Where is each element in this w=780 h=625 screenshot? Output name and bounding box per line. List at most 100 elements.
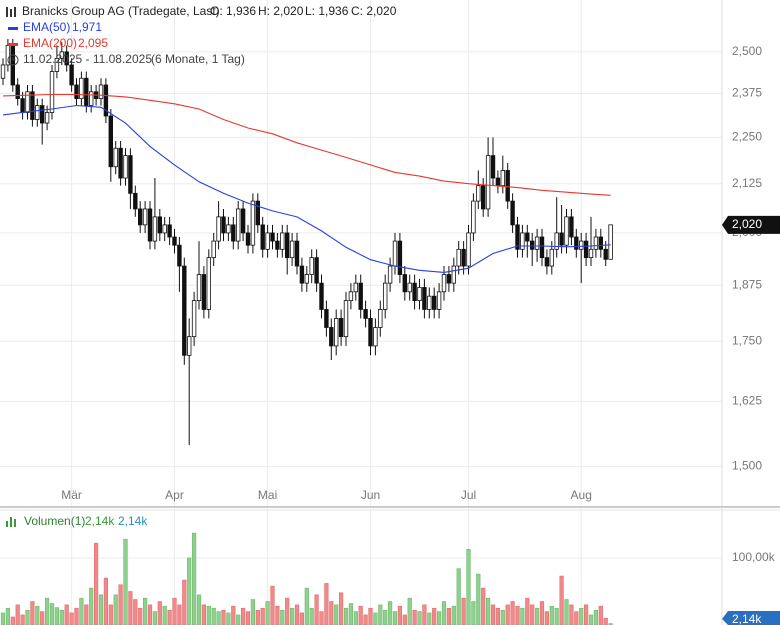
- candle-body: [329, 327, 334, 347]
- legend-value: 1,971: [72, 20, 102, 34]
- candle-body: [211, 240, 216, 259]
- candle-body: [461, 248, 466, 267]
- candle-body: [177, 244, 182, 267]
- candle-body: [74, 84, 79, 100]
- volume-bar: [241, 607, 246, 625]
- volume-bar: [103, 577, 108, 625]
- volume-bar: [113, 594, 118, 625]
- volume-value: 2,14k: [85, 514, 115, 528]
- candle-body: [466, 232, 471, 267]
- volume-bar: [177, 604, 182, 625]
- volume-bar: [44, 597, 50, 625]
- volume-bar: [162, 605, 167, 625]
- volume-bar: [510, 601, 515, 625]
- volume-bar: [334, 604, 339, 625]
- icon: [10, 9, 12, 17]
- volume-bar: [343, 607, 349, 625]
- candle-body: [40, 105, 45, 124]
- candle-body: [490, 155, 496, 179]
- volume-bar: [201, 604, 207, 625]
- y-tick-label: 2,125: [732, 176, 762, 190]
- volume-bar: [608, 623, 613, 625]
- volume-bar: [417, 611, 422, 625]
- icon: [10, 517, 12, 527]
- candle-body: [505, 170, 510, 202]
- volume-bar: [49, 603, 55, 625]
- volume-bar: [348, 603, 354, 625]
- candle-body: [128, 155, 133, 194]
- date-range: 11.02.2025 - 11.08.2025: [23, 52, 152, 66]
- volume-bar: [299, 612, 305, 625]
- volume-bar: [422, 604, 427, 625]
- volume-bar: [69, 612, 74, 625]
- volume-bar: [167, 609, 172, 625]
- volume-bar: [182, 579, 187, 625]
- volume-bar: [231, 605, 236, 625]
- volume-bar: [588, 614, 594, 625]
- candle-body: [319, 282, 324, 310]
- volume-bar: [338, 592, 344, 625]
- candle-body: [603, 248, 608, 260]
- candle-body: [583, 240, 589, 259]
- candle-body: [476, 185, 481, 202]
- icon: [6, 7, 8, 17]
- candle-body: [49, 71, 55, 113]
- candle-body: [147, 208, 153, 242]
- candle-body: [123, 155, 128, 179]
- volume-bar: [383, 609, 388, 625]
- candle-body: [363, 309, 368, 319]
- candle-body: [431, 295, 437, 310]
- candle-body: [564, 216, 569, 246]
- candle-body: [520, 232, 525, 250]
- volume-bar: [79, 597, 84, 625]
- ohlc-label: O: 1,936: [210, 4, 256, 18]
- volume-value: 2,14k: [118, 514, 148, 528]
- candle-body: [221, 216, 226, 234]
- candle-body: [593, 236, 599, 250]
- candle-body: [324, 309, 329, 328]
- candle-body: [368, 318, 373, 347]
- volume-bar: [530, 604, 535, 625]
- candle-body: [397, 240, 403, 275]
- x-tick-label: Jun: [361, 488, 380, 502]
- candle-body: [510, 200, 515, 226]
- candle-body: [172, 236, 177, 246]
- candle-body: [534, 236, 540, 250]
- candle-body: [539, 236, 545, 259]
- volume-bar: [236, 614, 241, 625]
- volume-bar: [275, 605, 280, 625]
- volume-bar: [427, 612, 432, 625]
- candle-body: [392, 240, 398, 267]
- candle-body: [417, 287, 422, 301]
- candle-body: [373, 327, 378, 347]
- volume-bar: [559, 575, 564, 625]
- icon: [14, 519, 16, 527]
- volume-bar: [128, 591, 133, 625]
- candle-body: [559, 232, 564, 246]
- volume-bar: [285, 597, 290, 625]
- candle-body: [598, 236, 603, 250]
- volume-bar: [40, 611, 45, 625]
- candle-body: [137, 208, 143, 226]
- volume-bar: [603, 617, 608, 625]
- volume-bar: [495, 607, 501, 625]
- candle-body: [0, 64, 6, 79]
- candle-body: [471, 200, 476, 234]
- candle-body: [226, 224, 231, 234]
- legend-swatch: [8, 27, 18, 30]
- last-price-label: 2,020: [732, 217, 762, 231]
- volume-bar: [94, 542, 99, 625]
- candle-body: [196, 274, 202, 301]
- last-volume-label: 2,14k: [732, 612, 762, 625]
- candle-body: [167, 224, 172, 238]
- candle-body: [69, 64, 74, 86]
- volume-bar: [152, 611, 158, 625]
- candle-body: [544, 257, 550, 267]
- volume-bar: [392, 611, 398, 625]
- ema-line: [2, 104, 611, 273]
- last-price-badge: [722, 215, 780, 234]
- candle-body: [338, 318, 344, 338]
- volume-bar: [466, 548, 471, 625]
- candle-body: [579, 240, 584, 250]
